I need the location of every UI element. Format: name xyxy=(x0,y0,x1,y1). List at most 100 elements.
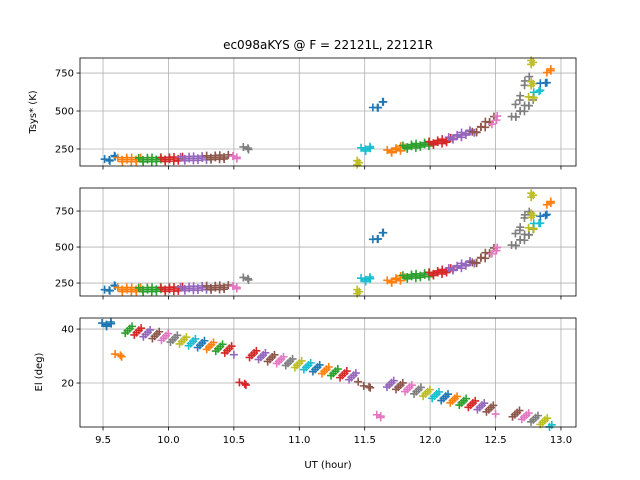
data-point-marker xyxy=(176,152,185,161)
data-point-marker xyxy=(533,411,542,420)
y-tick-label: 750 xyxy=(55,207,74,218)
data-point-marker xyxy=(541,211,550,220)
data-point-marker xyxy=(461,131,470,140)
data-point-marker xyxy=(361,277,370,286)
x-tick-label: 12.5 xyxy=(484,435,506,446)
tsys-panel-top: 250 500 750 xyxy=(55,56,577,170)
data-point-marker xyxy=(398,141,407,150)
data-point-marker xyxy=(161,287,170,296)
data-point-marker xyxy=(200,336,209,345)
data-point-marker xyxy=(515,406,524,415)
data-point-marker xyxy=(438,135,447,144)
data-point-marker xyxy=(387,148,396,157)
y-tick-label: 20 xyxy=(61,379,74,390)
y-tick-label: 500 xyxy=(55,243,74,254)
data-point-marker xyxy=(252,346,261,355)
axes-frame xyxy=(79,317,577,428)
data-point-marker xyxy=(148,153,157,162)
data-point-marker xyxy=(152,157,161,166)
data-point-marker xyxy=(164,329,173,338)
data-point-marker xyxy=(487,120,496,129)
data-point-marker xyxy=(180,156,189,165)
data-point-marker xyxy=(364,382,373,391)
data-point-marker xyxy=(407,381,416,390)
x-tick-label: 10.0 xyxy=(157,435,179,446)
data-point-marker xyxy=(156,283,165,292)
data-point-marker xyxy=(535,87,544,96)
data-point-marker xyxy=(429,271,438,280)
data-point-marker xyxy=(527,213,536,222)
data-point-marker xyxy=(270,350,279,359)
data-point-marker xyxy=(152,287,161,296)
data-point-marker xyxy=(127,153,136,162)
data-point-marker xyxy=(220,285,229,294)
data-point-marker xyxy=(113,153,122,162)
data-point-marker xyxy=(193,286,202,295)
data-point-marker xyxy=(524,101,533,110)
data-point-marker xyxy=(241,381,250,390)
data-point-marker xyxy=(137,324,146,333)
data-point-marker xyxy=(357,143,366,152)
data-point-marker xyxy=(209,338,218,347)
x-tick-label: 9.5 xyxy=(95,435,111,446)
data-point-marker xyxy=(123,155,132,164)
data-point-marker xyxy=(111,350,120,359)
x-tick-label: 11.0 xyxy=(288,435,310,446)
data-point-marker xyxy=(123,285,132,294)
data-point-marker xyxy=(227,342,236,351)
data-point-marker xyxy=(403,274,412,283)
axes-frame xyxy=(79,57,577,167)
tsys-panel-middle: 250 500 750 xyxy=(55,187,577,300)
data-point-marker xyxy=(457,128,466,137)
y-tick-label: 250 xyxy=(55,279,74,290)
data-point-marker xyxy=(148,283,157,292)
data-point-marker xyxy=(366,383,375,392)
data-point-marker xyxy=(117,352,126,361)
data-point-marker xyxy=(220,154,229,163)
data-point-marker xyxy=(407,272,416,281)
data-point-marker xyxy=(229,350,238,359)
data-point-marker xyxy=(102,322,111,331)
data-point-marker xyxy=(165,155,174,164)
data-point-marker xyxy=(434,387,443,396)
data-point-marker xyxy=(489,401,498,410)
x-tick-label: 13.0 xyxy=(550,435,572,446)
data-point-marker xyxy=(462,394,471,403)
data-point-marker xyxy=(527,81,536,90)
data-point-marker xyxy=(189,282,198,291)
data-point-marker xyxy=(527,60,536,69)
data-point-marker xyxy=(105,286,114,295)
data-point-marker xyxy=(240,379,249,388)
data-point-marker xyxy=(453,262,462,271)
data-point-marker xyxy=(453,392,462,401)
data-point-marker xyxy=(471,396,480,405)
data-point-marker xyxy=(155,327,164,336)
data-point-marker xyxy=(412,139,421,148)
data-point-marker xyxy=(193,156,202,165)
elevation-panel: 20 40 9.5 10.0 10.5 11.0 11.5 12.0 12.5 13.0 xyxy=(61,317,577,446)
data-point-marker xyxy=(297,356,306,365)
data-point-marker xyxy=(491,410,500,419)
data-point-marker xyxy=(244,145,253,154)
data-point-marker xyxy=(113,283,122,292)
data-point-marker xyxy=(288,354,297,363)
data-point-marker xyxy=(207,285,216,294)
data-point-marker xyxy=(536,212,545,221)
data-point-marker xyxy=(542,78,551,87)
data-point-marker xyxy=(412,269,421,278)
data-point-marker xyxy=(118,157,127,166)
data-point-marker xyxy=(176,282,185,291)
data-point-marker xyxy=(543,414,552,423)
y-tick-label: 250 xyxy=(55,144,74,155)
data-point-marker xyxy=(224,150,233,159)
data-point-marker xyxy=(351,369,360,378)
data-point-marker xyxy=(366,274,375,283)
data-point-marker xyxy=(185,284,194,293)
y-axis-label-tsys: Tsys* (K) xyxy=(28,90,39,134)
data-point-marker xyxy=(218,340,227,349)
data-point-marker xyxy=(383,276,392,285)
data-point-marker xyxy=(306,358,315,367)
data-point-marker xyxy=(366,144,375,153)
data-point-marker xyxy=(239,142,248,151)
